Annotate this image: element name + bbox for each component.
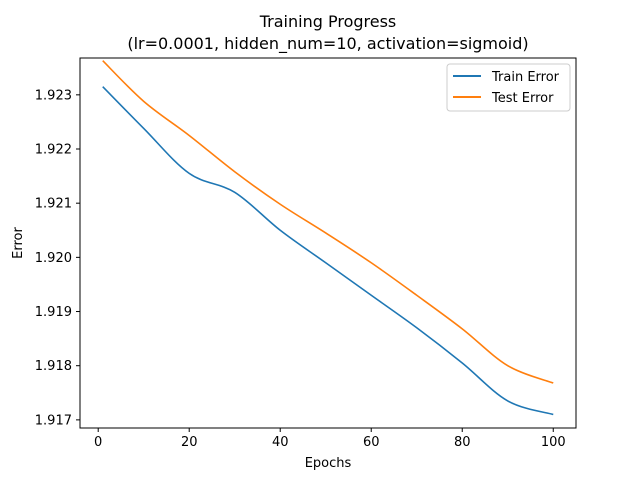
x-tick-label: 20 [181,435,198,450]
series-line-train-error [102,86,554,416]
y-tick-label: 1.918 [35,359,72,374]
chart-subtitle: (lr=0.0001, hidden_num=10, activation=si… [127,34,528,54]
y-tick-label: 1.917 [35,413,72,428]
x-axis-ticks: 0 20 40 60 80 100 [94,428,566,450]
y-tick-label: 1.919 [35,305,72,320]
plot-area-frame [79,57,577,429]
y-axis-ticks: 1.917 1.918 1.919 1.920 1.921 1.922 1.923 [35,88,80,428]
y-tick-label: 1.922 [35,143,72,158]
series-lines [102,60,554,416]
y-tick-label: 1.921 [35,197,72,212]
x-tick-label: 0 [94,435,102,450]
chart-title: Training Progress [259,12,397,31]
x-tick-label: 100 [541,435,566,450]
x-tick-label: 60 [363,435,380,450]
legend-label-test-error: Test Error [491,91,554,106]
x-axis-label: Epochs [305,456,352,471]
x-tick-label: 80 [454,435,471,450]
x-tick-label: 40 [272,435,289,450]
y-tick-label: 1.923 [35,88,72,103]
y-tick-label: 1.920 [35,251,72,266]
y-axis-label: Error [11,227,26,259]
legend: Train Error Test Error [446,63,571,112]
legend-label-train-error: Train Error [491,70,560,85]
series-line-test-error [102,60,554,384]
